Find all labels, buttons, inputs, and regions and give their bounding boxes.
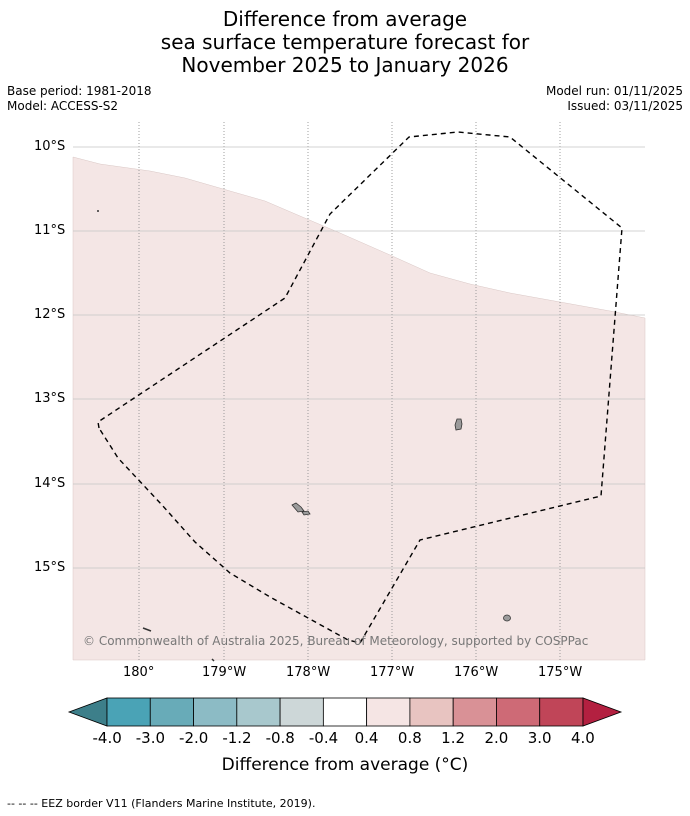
lat-label-15s: 15°S	[34, 560, 66, 575]
colorbar-tick-label: 4.0	[571, 729, 595, 747]
islet-south	[211, 658, 215, 662]
colorbar-segment	[539, 697, 584, 727]
parallel-gridlines	[73, 146, 645, 569]
copyright-notice: © Commonwealth of Australia 2025, Bureau…	[83, 634, 589, 648]
colorbar-tick-label: 0.4	[354, 729, 379, 747]
lat-label-14s: 14°S	[34, 476, 66, 491]
colorbar-tick-label: 1.2	[441, 729, 466, 747]
eez-border	[97, 131, 623, 644]
chart-title: Difference from average sea surface temp…	[0, 8, 690, 77]
lon-label-179w: 179°W	[202, 665, 247, 680]
colorbar-segment	[409, 697, 454, 727]
lat-label-11s: 11°S	[34, 223, 66, 238]
anomaly-field	[72, 156, 646, 661]
colorbar-extend-high	[582, 697, 623, 727]
colorbar-extend-low	[67, 697, 108, 727]
lon-label-177w: 177°W	[370, 665, 415, 680]
title-line-1: Difference from average	[222, 7, 468, 31]
title-line-2: sea surface temperature forecast for	[160, 30, 530, 54]
colorbar-segment	[366, 697, 411, 727]
colorbar-tick-label: 3.0	[527, 729, 552, 747]
island-wallis-east	[301, 510, 311, 516]
island-southwest	[142, 627, 152, 632]
model-run: Model run: 01/11/2025	[545, 84, 683, 98]
colorbar-segment	[496, 697, 541, 727]
island-niuafoou	[454, 418, 463, 431]
colorbar-segment	[279, 697, 324, 727]
base-period: Base period: 1981-2018	[7, 84, 152, 98]
islet-northwest	[97, 210, 99, 212]
colorbar-tick-label: 2.0	[484, 729, 509, 747]
model-name: Model: ACCESS-S2	[7, 99, 119, 113]
colorbar-segment	[322, 697, 368, 727]
lat-label-13s: 13°S	[34, 391, 66, 406]
island-niuatoputapu	[503, 614, 511, 622]
meta-right: Model run: 01/11/2025 Issued: 03/11/2025	[546, 84, 683, 114]
eez-footnote: -- -- -- EEZ border V11 (Flanders Marine…	[7, 797, 316, 810]
issued-date: Issued: 03/11/2025	[567, 99, 683, 113]
colorbar-tick-label: -3.0	[135, 729, 166, 747]
colorbar-segment	[106, 697, 151, 727]
lat-label-10s: 10°S	[34, 139, 66, 154]
lon-label-178w: 178°W	[286, 665, 331, 680]
colorbar-tick-label: -1.2	[222, 729, 252, 747]
colorbar-tick-label: -0.4	[308, 729, 339, 747]
lat-label-12s: 12°S	[34, 307, 66, 322]
colorbar-title: Difference from average (°C)	[221, 755, 469, 775]
colorbar-segment	[452, 697, 497, 727]
title-line-3: November 2025 to January 2026	[181, 53, 509, 77]
colorbar-tick-label: 0.8	[397, 729, 422, 747]
colorbar-segment	[193, 697, 238, 727]
colorbar-tick-label: -2.0	[179, 729, 209, 747]
colorbar-tick-label: -4.0	[92, 729, 122, 747]
colorbar-tick-label: -0.8	[265, 729, 295, 747]
lon-label-180: 180°	[123, 665, 155, 680]
colorbar-segment	[236, 697, 281, 727]
colorbar	[67, 697, 623, 727]
lon-label-176w: 176°W	[454, 665, 499, 680]
lon-label-175w: 175°W	[538, 665, 583, 680]
colorbar-segment	[149, 697, 194, 727]
meta-left: Base period: 1981-2018 Model: ACCESS-S2	[7, 84, 152, 114]
island-wallis-west	[291, 502, 305, 513]
